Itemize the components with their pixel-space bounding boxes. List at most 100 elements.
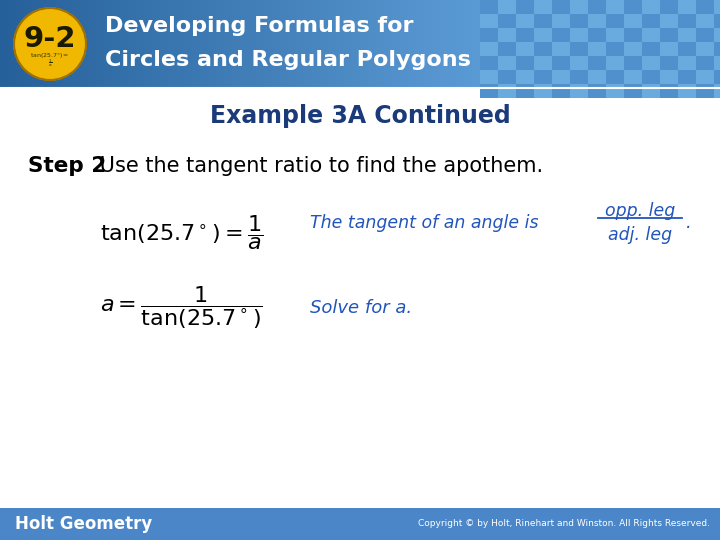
Bar [534, 28, 552, 42]
Bar [104, 0, 113, 88]
Bar [696, 28, 714, 42]
Bar [24, 0, 33, 88]
Bar [660, 56, 678, 70]
Bar [570, 28, 588, 42]
Bar [48, 0, 57, 88]
Bar [516, 56, 534, 70]
Bar [678, 42, 696, 56]
Bar [464, 0, 473, 88]
Bar [498, 42, 516, 56]
Bar [642, 14, 660, 28]
Bar [606, 70, 624, 84]
Bar [624, 14, 642, 28]
Bar [64, 0, 73, 88]
Bar [0, 0, 9, 88]
Bar [40, 0, 49, 88]
Text: .: . [686, 214, 692, 232]
Bar [552, 28, 570, 42]
Bar [678, 84, 696, 98]
Bar [606, 28, 624, 42]
Bar [534, 14, 552, 28]
Bar [714, 84, 720, 98]
Bar [678, 70, 696, 84]
Bar [320, 0, 329, 88]
Bar [16, 0, 25, 88]
Bar [606, 42, 624, 56]
Bar [176, 0, 185, 88]
Bar [264, 0, 273, 88]
Bar [224, 0, 233, 88]
Text: $\mathrm{tan}(25.7^\circ)=\dfrac{1}{a}$: $\mathrm{tan}(25.7^\circ)=\dfrac{1}{a}$ [100, 213, 264, 253]
Bar [498, 70, 516, 84]
Bar [0, 508, 720, 540]
Bar [8, 0, 17, 88]
Bar [660, 84, 678, 98]
Bar [112, 0, 121, 88]
Bar [200, 0, 209, 88]
Bar [714, 0, 720, 14]
Text: $\mathregular{\frac{1}{a}}$: $\mathregular{\frac{1}{a}}$ [48, 57, 53, 69]
Bar [588, 42, 606, 56]
Bar [552, 70, 570, 84]
Bar [570, 14, 588, 28]
Bar [192, 0, 201, 88]
Bar [232, 0, 241, 88]
Bar [480, 28, 498, 42]
Bar [606, 0, 624, 14]
Bar [344, 0, 353, 88]
Bar [642, 28, 660, 42]
Bar [96, 0, 105, 88]
Bar [570, 70, 588, 84]
Bar [606, 14, 624, 28]
Bar [498, 56, 516, 70]
Bar [660, 28, 678, 42]
Bar [416, 0, 425, 88]
Bar [240, 0, 249, 88]
Bar [498, 14, 516, 28]
Bar [678, 56, 696, 70]
Bar [480, 70, 498, 84]
Bar [392, 0, 401, 88]
Bar [516, 42, 534, 56]
Bar [552, 14, 570, 28]
Bar [376, 0, 385, 88]
Bar [624, 84, 642, 98]
Bar [280, 0, 289, 88]
Bar [120, 0, 129, 88]
Bar [696, 0, 714, 14]
Bar [714, 42, 720, 56]
Bar [216, 0, 225, 88]
Circle shape [14, 8, 86, 80]
Bar [588, 70, 606, 84]
Bar [448, 0, 457, 88]
Bar [136, 0, 145, 88]
Bar [288, 0, 297, 88]
Bar [570, 84, 588, 98]
Bar [570, 0, 588, 14]
Bar [642, 56, 660, 70]
Text: Step 2: Step 2 [28, 156, 107, 176]
Text: Solve for a.: Solve for a. [310, 299, 412, 317]
Bar [516, 70, 534, 84]
Bar [56, 0, 65, 88]
Bar [480, 56, 498, 70]
Bar [144, 0, 153, 88]
Bar [552, 56, 570, 70]
Bar [624, 0, 642, 14]
Text: 9-2: 9-2 [24, 25, 76, 53]
Bar [456, 0, 465, 88]
Bar [570, 56, 588, 70]
Bar [368, 0, 377, 88]
Bar [624, 28, 642, 42]
Bar [272, 0, 281, 88]
Bar [624, 42, 642, 56]
Bar [534, 42, 552, 56]
Bar [588, 56, 606, 70]
Bar [312, 0, 321, 88]
Text: adj. leg: adj. leg [608, 226, 672, 244]
Bar [696, 14, 714, 28]
Bar [534, 56, 552, 70]
Bar [352, 0, 361, 88]
Bar [516, 0, 534, 14]
Bar [606, 56, 624, 70]
